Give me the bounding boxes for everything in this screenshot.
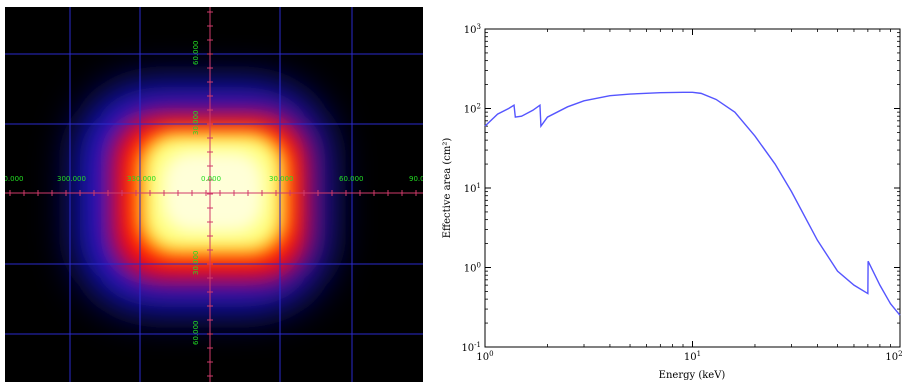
y-tick-label: 103 xyxy=(464,23,481,36)
grid-label-h-0: 90.000 xyxy=(5,175,24,183)
grid-label-v-3: 60.000 xyxy=(192,321,200,346)
x-tick-labels: 100 101 102 xyxy=(476,350,902,363)
grid-label-v-1: 30.000 xyxy=(192,111,200,136)
horizontal-grid-labels: 90.000 300.000 330.000 0.000 30.000 60.0… xyxy=(5,175,423,183)
x-tick-label: 101 xyxy=(684,350,701,363)
grid-label-h-4: 30.000 xyxy=(269,175,294,183)
minor-tick-marks xyxy=(485,29,900,347)
grid-label-h-5: 60.000 xyxy=(339,175,364,183)
y-tick-label: 10-1 xyxy=(461,341,481,354)
emission-region xyxy=(80,87,325,307)
grid-label-v-0: 60.000 xyxy=(192,41,200,66)
plot-frame xyxy=(484,28,901,348)
x-tick-label: 100 xyxy=(476,350,493,363)
series-line-effective-area xyxy=(484,91,901,316)
y-tick-label: 101 xyxy=(464,182,481,195)
y-tick-labels: 10-1 100 101 102 103 xyxy=(461,23,481,354)
sky-image-panel: 90.000 300.000 330.000 0.000 30.000 60.0… xyxy=(5,7,423,382)
grid-label-h-2: 330.000 xyxy=(127,175,156,183)
sky-image: 90.000 300.000 330.000 0.000 30.000 60.0… xyxy=(5,7,423,382)
x-tick-label: 102 xyxy=(885,350,902,363)
grid-label-h-1: 300.000 xyxy=(57,175,86,183)
y-axis-title: Effective area (cm²) xyxy=(442,138,453,239)
axis-tick-marks xyxy=(9,11,417,377)
vertical-grid-labels: 60.000 30.000 30.000 60.000 xyxy=(192,41,200,346)
major-tick-marks xyxy=(484,28,901,348)
y-tick-label: 100 xyxy=(464,262,481,275)
grid-label-v-2: 30.000 xyxy=(192,251,200,276)
x-axis-title: Energy (keV) xyxy=(659,370,726,381)
coordinate-grid xyxy=(5,7,423,382)
y-tick-label: 102 xyxy=(464,103,481,116)
grid-label-h-3: 0.000 xyxy=(201,175,221,183)
grid-label-h-6: 90.000 xyxy=(409,175,423,183)
